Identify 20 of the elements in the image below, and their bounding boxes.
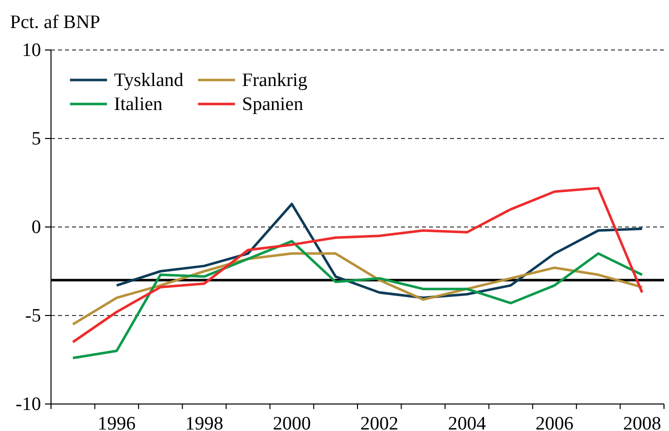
line-series — [72, 240, 644, 360]
y-tick-label: 5 — [32, 128, 41, 150]
y-tick-label: 10 — [22, 40, 41, 62]
x-tick-label: 1996 — [98, 413, 136, 431]
y-tick-label: 0 — [32, 217, 41, 238]
x-tick-label: 2004 — [448, 413, 486, 431]
line-series — [72, 252, 644, 326]
x-tick-label: 2006 — [536, 413, 574, 431]
legend-label: Tyskland — [114, 70, 184, 91]
legend-label: Italien — [114, 94, 164, 115]
line-series — [72, 186, 644, 344]
x-tick-label: 2002 — [360, 413, 398, 431]
legend-label: Spanien — [242, 94, 304, 115]
y-axis-title: Pct. af BNP — [10, 12, 100, 33]
x-tick-label: 2000 — [272, 413, 311, 431]
y-tick-label: -10 — [16, 394, 41, 416]
x-tick-label: 2008 — [623, 413, 662, 431]
legend-label: Frankrig — [242, 70, 308, 91]
x-tick-label: 1998 — [185, 413, 224, 431]
y-tick-label: -5 — [25, 306, 41, 327]
